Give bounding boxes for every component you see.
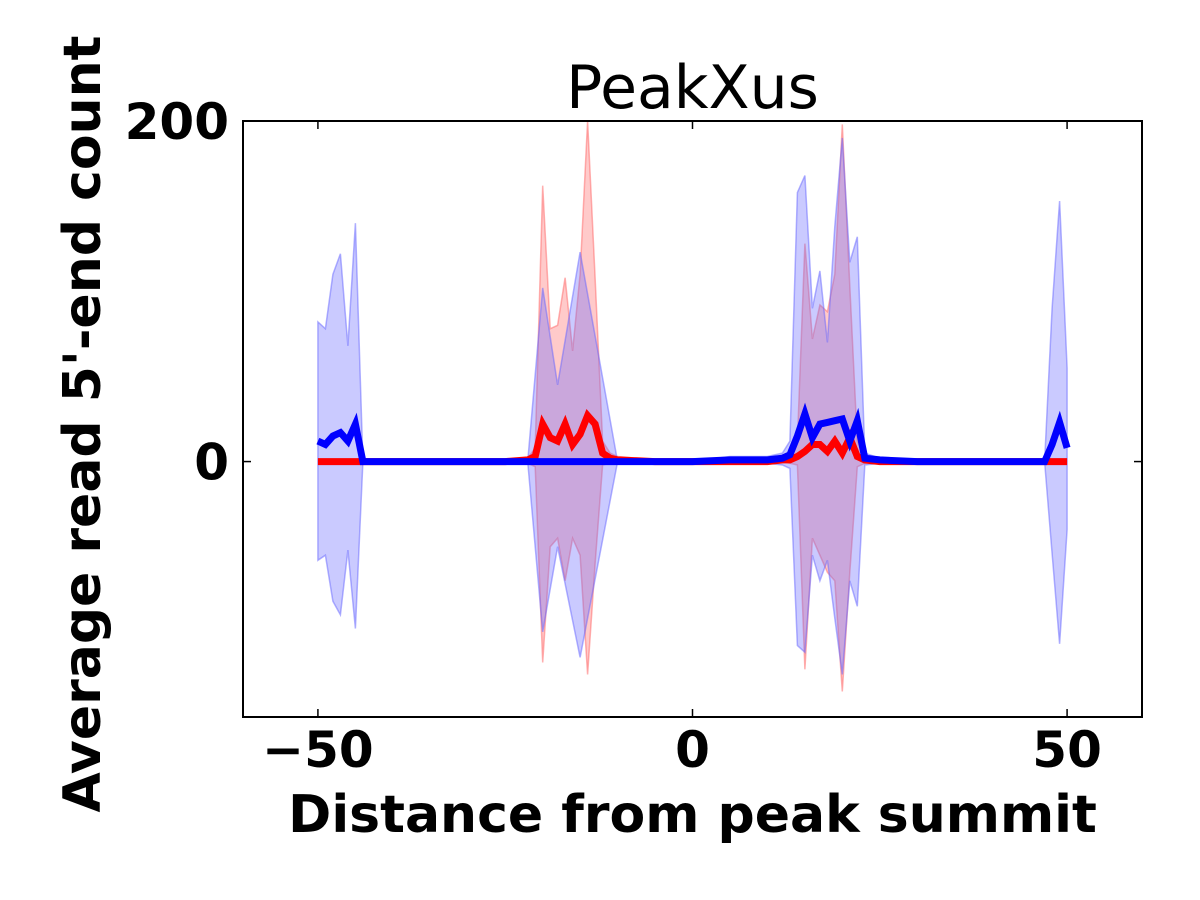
x-tick-label: −50	[262, 721, 373, 779]
x-tick-label: 50	[1032, 721, 1102, 779]
y-axis-label: Average read 5'-end count	[53, 36, 113, 813]
x-tick-label: 0	[675, 721, 710, 779]
series-lines	[316, 402, 1071, 466]
x-axis-label: Distance from peak summit	[288, 785, 1097, 845]
confidence-band-1	[317, 120, 1068, 692]
y-tick-label: 0	[194, 434, 229, 492]
axis-ticks: −50 0 50 0 200	[125, 93, 1142, 779]
confidence-bands	[317, 120, 1068, 692]
y-tick-label: 200	[125, 93, 229, 151]
series-line-2	[316, 402, 1071, 466]
confidence-band-2	[317, 137, 1068, 675]
chart-title: PeakXus	[566, 53, 819, 123]
